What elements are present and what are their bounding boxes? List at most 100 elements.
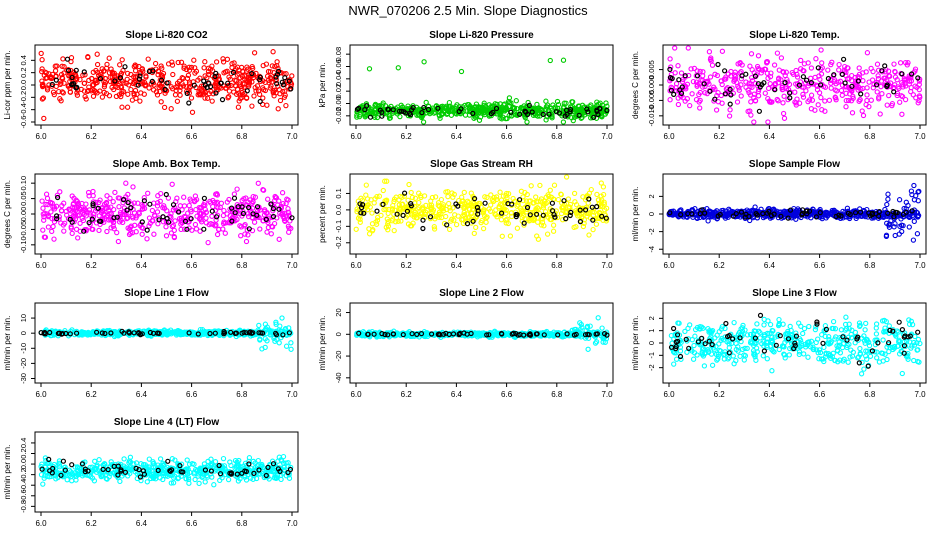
data-point — [499, 198, 503, 202]
data-point — [810, 93, 814, 97]
data-point — [739, 94, 743, 98]
data-point — [865, 51, 869, 55]
chart-title: Slope Line 3 Flow — [752, 288, 837, 299]
y-tick-label: 0.08 — [334, 47, 343, 62]
x-tick-label: 6.0 — [35, 132, 47, 141]
data-point — [799, 58, 803, 62]
data-point — [534, 195, 538, 199]
data-point — [707, 50, 711, 54]
y-tick-label: 0.2 — [19, 67, 28, 77]
data-point — [869, 98, 873, 102]
data-point — [837, 63, 841, 67]
data-point — [117, 205, 121, 209]
data-point — [886, 192, 890, 196]
data-point — [482, 227, 486, 231]
data-point — [277, 237, 281, 241]
data-point — [131, 185, 135, 189]
overlay-point — [859, 92, 863, 96]
data-point — [544, 99, 548, 103]
data-point — [422, 60, 426, 64]
chart-title: Slope Sample Flow — [749, 159, 840, 170]
data-point — [116, 239, 120, 243]
overlay-point — [672, 92, 676, 96]
data-point — [885, 103, 889, 107]
y-tick-label: -0.6 — [19, 116, 28, 129]
y-tick-label: 0.0 — [19, 80, 28, 90]
chart-title: Slope Li-820 Temp. — [749, 30, 840, 41]
data-point — [844, 105, 848, 109]
data-point — [290, 74, 294, 78]
data-point — [50, 229, 54, 233]
data-point — [446, 195, 450, 199]
data-point — [155, 210, 159, 214]
data-point — [676, 64, 680, 68]
x-tick-label: 7.0 — [286, 132, 298, 141]
x-tick-label: 6.4 — [136, 132, 148, 141]
data-point — [150, 208, 154, 212]
overlay-point — [66, 57, 70, 61]
overlay-point — [880, 69, 884, 73]
data-point — [194, 227, 198, 231]
y-axis-label: Li-cor ppm per min. — [3, 51, 12, 120]
data-point — [448, 227, 452, 231]
data-point — [192, 58, 196, 62]
data-point — [561, 58, 565, 62]
x-tick-label: 6.0 — [350, 390, 362, 399]
data-point — [819, 96, 823, 100]
data-point — [797, 321, 801, 325]
data-point — [756, 54, 760, 58]
data-point — [91, 189, 95, 193]
x-tick-label: 7.0 — [601, 390, 613, 399]
data-point — [120, 58, 124, 62]
x-tick-label: 6.0 — [663, 132, 675, 141]
overlay-point — [702, 82, 706, 86]
data-point — [284, 104, 288, 108]
data-point — [210, 99, 214, 103]
data-point — [474, 225, 478, 229]
overlay-point — [773, 88, 777, 92]
overlay-point — [788, 91, 792, 95]
data-point — [256, 181, 260, 185]
overlay-point — [728, 102, 732, 106]
data-point — [757, 94, 761, 98]
x-tick-label: 6.2 — [714, 132, 726, 141]
data-point — [484, 220, 488, 224]
overlay-point — [708, 89, 712, 93]
data-point — [752, 120, 756, 124]
data-point — [105, 229, 109, 233]
overlay-point — [716, 63, 720, 67]
data-point — [169, 107, 173, 111]
data-point — [749, 52, 753, 56]
data-point — [126, 105, 130, 109]
x-tick-label: 6.2 — [86, 132, 98, 141]
data-point — [216, 232, 220, 236]
x-tick-label: 6.8 — [864, 261, 876, 270]
data-point — [252, 94, 256, 98]
y-tick-label: 0.10 — [19, 176, 28, 191]
x-tick-label: 6.8 — [864, 132, 876, 141]
overlay-point — [202, 79, 206, 83]
data-point — [125, 77, 129, 81]
data-point — [668, 57, 672, 61]
data-point — [900, 112, 904, 116]
data-point — [422, 120, 426, 124]
y-tick-label: -10 — [19, 343, 28, 354]
data-point — [253, 220, 257, 224]
data-point — [287, 230, 291, 234]
y-tick-label: 0 — [19, 331, 28, 335]
x-tick-label: 6.4 — [136, 390, 148, 399]
overlay-point — [758, 85, 762, 89]
data-point — [97, 228, 101, 232]
data-point — [782, 94, 786, 98]
overlay-point — [723, 92, 727, 96]
y-tick-label: 0.05 — [19, 191, 28, 206]
data-point — [189, 96, 193, 100]
y-tick-label: 0 — [334, 332, 343, 336]
data-point — [600, 326, 604, 330]
data-point — [138, 99, 142, 103]
data-point — [857, 66, 861, 70]
data-point — [586, 347, 590, 351]
data-point — [728, 114, 732, 118]
data-point — [45, 192, 49, 196]
